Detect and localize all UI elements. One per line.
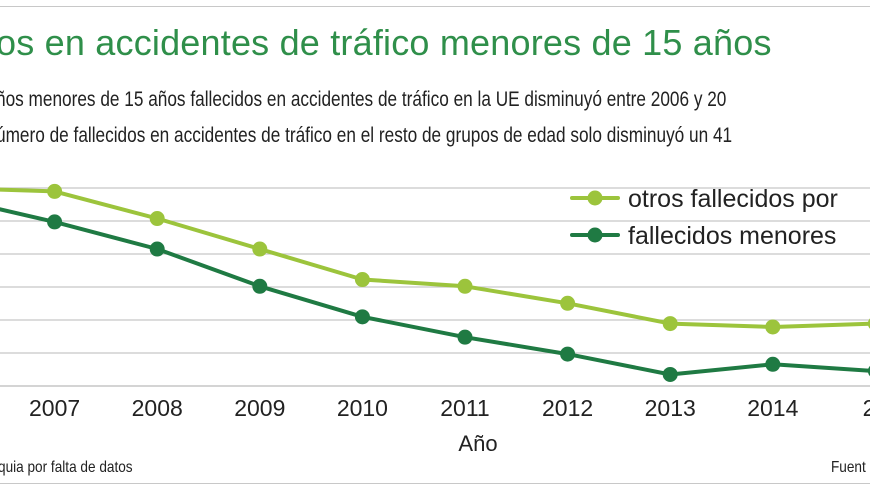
legend-label: otros fallecidos por (628, 185, 838, 213)
data-point (149, 211, 165, 227)
legend-swatch-marker (587, 227, 603, 243)
data-point (560, 295, 576, 311)
x-tick-label: 2007 (29, 395, 80, 421)
x-tick-label: 20 (863, 395, 870, 421)
legend-swatch-marker (587, 190, 603, 206)
chart-title: os en accidentes de tráfico menores de 1… (0, 22, 772, 63)
data-point (662, 316, 678, 332)
data-point (252, 278, 268, 294)
data-point (149, 241, 165, 257)
source-note: Fuent (831, 459, 866, 476)
series-lines (0, 187, 870, 377)
top-rule (0, 6, 870, 7)
series-points (47, 183, 870, 382)
data-point (560, 346, 576, 362)
data-point (354, 309, 370, 325)
series-line-1 (0, 187, 870, 329)
x-tick-label: 2014 (747, 395, 798, 421)
data-point (867, 365, 870, 377)
x-tick-labels: 2007 2008 2009 2010 2011 2012 2013 2014 20 (29, 395, 870, 421)
data-point (765, 319, 781, 335)
x-tick-label: 2008 (132, 395, 183, 421)
footnote: quia por falta de datos (0, 459, 133, 476)
x-tick-label: 2013 (645, 395, 696, 421)
data-point (47, 183, 63, 199)
data-point (457, 278, 473, 294)
data-point (662, 366, 678, 382)
gridlines (0, 187, 870, 387)
data-point (47, 214, 63, 230)
bottom-rule (0, 483, 870, 484)
x-tick-label: 2012 (542, 395, 593, 421)
data-point (252, 241, 268, 257)
data-point (457, 329, 473, 345)
legend: otros fallecidos por fallecidos menores (570, 185, 838, 250)
subtitle-line-1: ños menores de 15 años fallecidos en acc… (0, 88, 727, 111)
x-tick-label: 2010 (337, 395, 388, 421)
series-line-2 (0, 207, 870, 377)
data-point (867, 318, 870, 329)
subtitle-line-2: úmero de fallecidos en accidentes de trá… (0, 124, 733, 147)
data-point (765, 356, 781, 372)
legend-label: fallecidos menores (628, 222, 836, 250)
x-tick-label: 2009 (234, 395, 285, 421)
data-point (354, 272, 370, 288)
x-tick-label: 2011 (440, 395, 489, 421)
x-axis-label: Año (458, 431, 497, 456)
